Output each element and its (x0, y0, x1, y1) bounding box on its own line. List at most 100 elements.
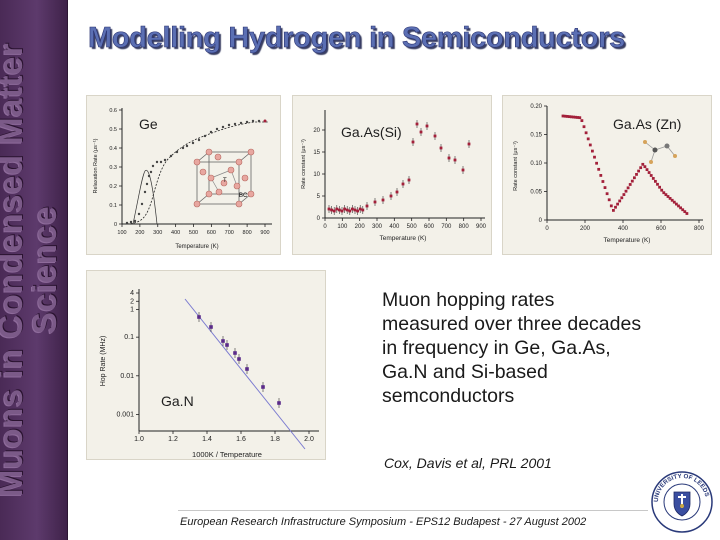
gaas-si-plot: 0 5 10 15 20 0 100 200 300 400 500 600 700 800 900 Ra… (292, 95, 492, 255)
gaas-si-data-point (340, 209, 344, 213)
gaas_si-xtick-label: 800 (459, 224, 470, 230)
gaas_zn-ytick-label: 0 (539, 218, 543, 224)
gaas-si-data-point (353, 208, 357, 212)
gaas-zn-data-point (591, 149, 594, 153)
gaas-si-data-point (327, 207, 331, 211)
gaas-zn-data-point (561, 114, 565, 118)
ge-xtick-label: 100 (117, 230, 126, 236)
gaas-zn-data-point (576, 116, 580, 119)
gaas-zn-data-point (666, 195, 670, 198)
gaas-zn-data-point (660, 188, 664, 192)
gaas-zn-data-point (672, 200, 676, 204)
gaas-zn-data-point (679, 206, 682, 210)
gaas-si-data-point (335, 207, 339, 211)
ge-data-point (221, 125, 225, 129)
gaas-zn-data-point (616, 202, 619, 206)
gaas-zn-data-point (664, 193, 668, 197)
ge-data-point (149, 170, 153, 174)
ge-data-point (129, 220, 133, 224)
gaas-zn-data-point (633, 176, 636, 180)
gaas-zn-data-point (635, 173, 638, 176)
ge-ytick-label: 0.3 (109, 165, 117, 171)
ge-fit-curve (126, 121, 269, 225)
ge-xtick-label: 200 (135, 230, 144, 236)
gaas-zn-data-point (658, 185, 661, 189)
gaas_si-xtick-label: 200 (355, 224, 366, 230)
ge-data-point (257, 119, 261, 123)
gan-data-point (197, 315, 201, 319)
ge-ytick-label: 0.5 (109, 127, 117, 133)
gaas-si-ylabel: Rate constant (μs⁻¹) (301, 139, 307, 189)
gaas-zn-data-point (595, 161, 598, 165)
gaas-si-data-point (345, 208, 349, 212)
ge-data-point (209, 130, 213, 134)
gan-plot-svg: 0.001 0.01 0.1 1 24 1.0 1.2 1.4 1.6 1.8 2.0 Hop R… (100, 289, 319, 459)
ge-data-point (145, 182, 149, 186)
gan-data-point (237, 357, 241, 361)
gan-fit-line (184, 298, 306, 450)
gaas-si-plot-svg: 0 5 10 15 20 0 100 200 300 400 500 600 700 800 900 Ra… (301, 110, 487, 242)
gaas-zn-data-point (630, 179, 634, 183)
gaas-si-data-point (351, 207, 354, 211)
gaas-si-data-point (407, 178, 411, 182)
gaas_si-xtick-label: 100 (337, 224, 348, 230)
gan-xtick-label: 2.0 (304, 436, 314, 443)
ge-xtick-label: 600 (207, 230, 216, 236)
ge-inset-label-t: T (223, 178, 227, 184)
gaas_zn-ytick-label: 0.05 (530, 190, 542, 196)
ge-ytick-label: 0 (114, 222, 117, 228)
ge-xtick-label: 700 (225, 230, 234, 236)
gaas-zn-data-point (588, 143, 592, 147)
ge-data-point (140, 202, 144, 206)
gaas-zn-data-point (639, 166, 643, 170)
gaas-si-data-point (447, 156, 451, 160)
gaas-si-data-point (439, 146, 443, 150)
sidebar-banner: Muons in Condensed Matter Science (0, 0, 68, 540)
slide-title: Modelling Hydrogen in Semiconductors (88, 22, 626, 55)
ge-data-point (163, 158, 167, 162)
gaas-zn-molecule-inset (643, 140, 677, 164)
gaas-zn-data-point (622, 193, 626, 196)
gaas-si-data-point (411, 140, 415, 144)
ge-ytick-label: 0.4 (109, 146, 117, 152)
ge-data-point (159, 160, 163, 164)
ge-ytick-label: 0.1 (109, 203, 117, 209)
gaas-si-data-point (461, 168, 465, 172)
ge-inset-label-bc: BC (239, 193, 248, 199)
gaas-zn-data-point (677, 204, 680, 208)
gan-label: Ga.N (161, 393, 194, 409)
gan-xtick-label: 1.6 (236, 436, 246, 443)
gaas-si-data-point (358, 207, 362, 211)
gaas-zn-data-point (618, 199, 622, 203)
gan-data-point (209, 325, 213, 329)
gan-ytick-label: 2 (130, 298, 134, 305)
gaas-si-data-point (343, 207, 346, 211)
gaas-si-data-point (419, 130, 423, 134)
gaas_zn-ytick-label: 0.20 (530, 104, 542, 110)
ge-data-point (215, 127, 219, 131)
gaas-zn-plot-svg: 0 0.05 0.10 0.15 0.20 0 200 400 600 800 Rate con… (513, 104, 705, 244)
gaas-zn-data-point (656, 182, 659, 186)
gaas-zn-data-point (647, 171, 651, 174)
gaas-zn-data-point (649, 174, 653, 177)
gan-data-point (277, 401, 281, 405)
gaas-zn-data-point (645, 168, 649, 171)
gaas-si-data-point (338, 208, 341, 212)
gaas-si-label: Ga.As(Si) (341, 124, 402, 140)
gan-xtick-label: 1.4 (202, 436, 212, 443)
description-text: Muon hopping rates measured over three d… (382, 289, 642, 407)
ge-data-point (137, 212, 141, 216)
gan-xtick-label: 1.8 (270, 436, 280, 443)
gan-data-point (245, 367, 249, 371)
gaas_zn-xtick-label: 0 (545, 226, 549, 232)
gaas_si-xtick-label: 900 (476, 224, 487, 230)
gaas-si-data-point (356, 209, 359, 213)
gaas-zn-data-point (685, 212, 689, 215)
ge-ylabel: Relaxation Rate (μs⁻¹) (93, 138, 99, 193)
gaas-zn-data-point (572, 115, 575, 119)
ge-xlabel: Temperature (K) (175, 244, 218, 250)
gaas-zn-ylabel: Rate constant (μs⁻¹) (513, 141, 519, 191)
gan-data-point (233, 351, 237, 355)
ge-xtick-label: 500 (189, 230, 198, 236)
ge-data-point (227, 123, 231, 127)
